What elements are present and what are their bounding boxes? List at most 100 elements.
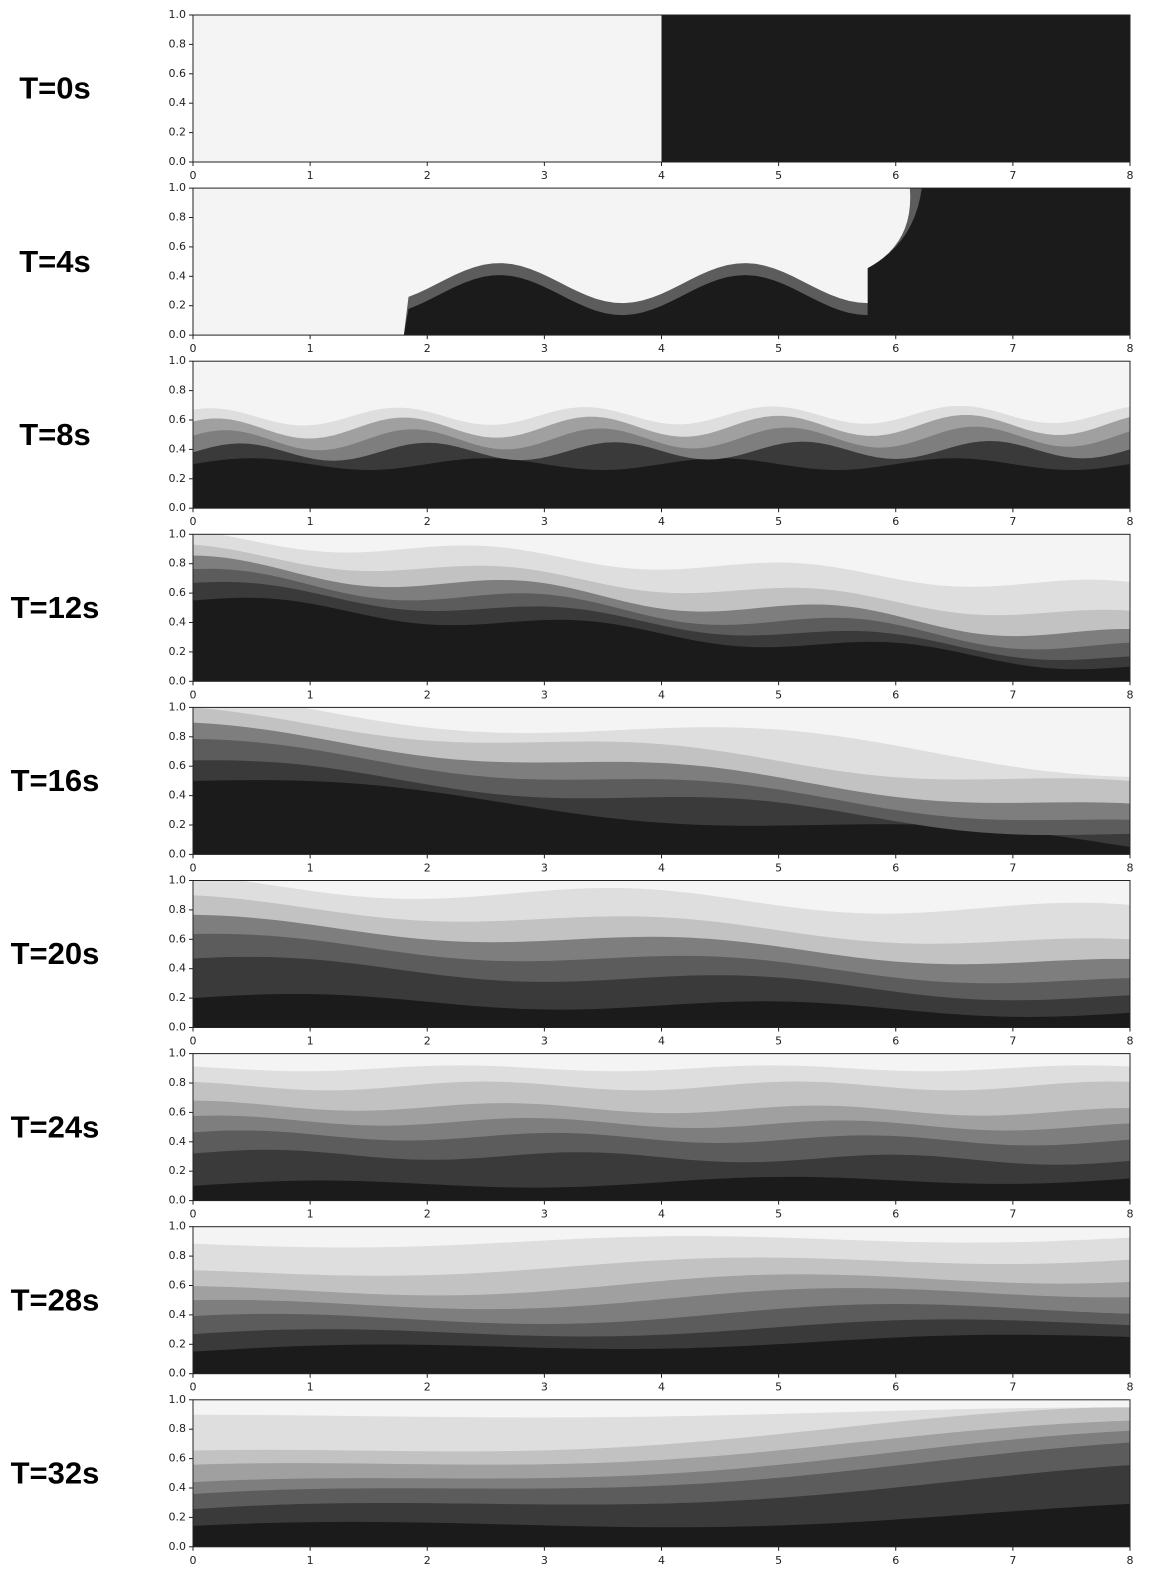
x-tick-label: 3 bbox=[541, 1381, 548, 1394]
x-tick-label: 0 bbox=[190, 1554, 197, 1567]
y-tick-label: 0.0 bbox=[169, 847, 187, 860]
y-tick-label: 1.0 bbox=[169, 8, 187, 21]
contour-field bbox=[193, 1399, 1130, 1547]
x-tick-label: 4 bbox=[658, 342, 665, 355]
x-tick-label: 0 bbox=[190, 1208, 197, 1221]
panel-title: T=8s bbox=[19, 417, 91, 452]
x-tick-label: 1 bbox=[307, 1554, 314, 1567]
x-tick-label: 0 bbox=[190, 861, 197, 874]
x-tick-label: 2 bbox=[424, 688, 431, 701]
x-tick-label: 5 bbox=[775, 1554, 782, 1567]
panel: T=28s 0.0 0.2 0.4 0.6 0.8 1.0 0 1 2 3 4 5 6 7 8 bbox=[11, 1220, 1134, 1394]
y-tick-label: 0.4 bbox=[169, 269, 187, 282]
x-tick-label: 6 bbox=[892, 1381, 899, 1394]
panel: T=8s 0.0 0.2 0.4 0.6 0.8 1.0 0 1 2 3 4 5 6 7 8 bbox=[19, 354, 1133, 528]
y-tick-label: 0.8 bbox=[169, 903, 187, 916]
x-tick-label: 6 bbox=[892, 169, 899, 182]
y-tick-label: 1.0 bbox=[169, 181, 187, 194]
x-tick-label: 2 bbox=[424, 1381, 431, 1394]
y-tick-label: 0.6 bbox=[169, 240, 187, 253]
x-tick-label: 0 bbox=[190, 515, 197, 528]
contour-field bbox=[193, 880, 1130, 1028]
y-tick-label: 0.2 bbox=[169, 1337, 187, 1350]
x-tick-label: 5 bbox=[775, 1208, 782, 1221]
contour-field bbox=[193, 707, 1130, 855]
x-tick-label: 3 bbox=[541, 688, 548, 701]
y-tick-label: 0.8 bbox=[169, 1422, 187, 1435]
y-tick-label: 1.0 bbox=[169, 874, 187, 887]
x-tick-label: 8 bbox=[1127, 688, 1134, 701]
y-tick-label: 0.6 bbox=[169, 67, 187, 80]
y-tick-label: 0.4 bbox=[169, 616, 187, 629]
x-tick-label: 4 bbox=[658, 688, 665, 701]
panel-title: T=4s bbox=[19, 244, 91, 279]
y-tick-label: 0.2 bbox=[169, 1510, 187, 1523]
x-tick-label: 8 bbox=[1127, 1035, 1134, 1048]
y-tick-label: 0.4 bbox=[169, 442, 187, 455]
field-band bbox=[193, 1226, 1130, 1248]
contour-field bbox=[193, 361, 1130, 509]
x-tick-label: 7 bbox=[1009, 861, 1016, 874]
y-tick-label: 1.0 bbox=[169, 1393, 187, 1406]
y-tick-label: 0.6 bbox=[169, 932, 187, 945]
x-tick-label: 1 bbox=[307, 1381, 314, 1394]
x-tick-label: 4 bbox=[658, 1035, 665, 1048]
panel-title: T=0s bbox=[19, 71, 91, 106]
x-tick-label: 4 bbox=[658, 1554, 665, 1567]
x-tick-label: 5 bbox=[775, 1035, 782, 1048]
y-tick-label: 0.4 bbox=[169, 1135, 187, 1148]
y-tick-label: 0.6 bbox=[169, 586, 187, 599]
panel-title: T=28s bbox=[11, 1282, 100, 1317]
y-tick-label: 0.0 bbox=[169, 1021, 187, 1034]
panel-title: T=16s bbox=[11, 763, 100, 798]
x-tick-label: 6 bbox=[892, 1554, 899, 1567]
contour-field bbox=[193, 1226, 1130, 1374]
y-tick-label: 0.6 bbox=[169, 1452, 187, 1465]
x-tick-label: 2 bbox=[424, 1208, 431, 1221]
field-light bbox=[193, 15, 662, 162]
x-tick-label: 1 bbox=[307, 688, 314, 701]
panel: T=12s 0.0 0.2 0.4 0.6 0.8 1.0 0 1 2 3 4 5 6 7 8 bbox=[11, 527, 1134, 701]
x-tick-label: 1 bbox=[307, 169, 314, 182]
x-tick-label: 7 bbox=[1009, 342, 1016, 355]
x-tick-label: 7 bbox=[1009, 1208, 1016, 1221]
y-tick-label: 0.0 bbox=[169, 674, 187, 687]
x-tick-label: 5 bbox=[775, 1381, 782, 1394]
x-tick-label: 6 bbox=[892, 515, 899, 528]
y-tick-label: 0.2 bbox=[169, 1164, 187, 1177]
field-band bbox=[193, 361, 1130, 426]
x-tick-label: 1 bbox=[307, 342, 314, 355]
y-tick-label: 0.6 bbox=[169, 759, 187, 772]
x-tick-label: 3 bbox=[541, 861, 548, 874]
panel-title: T=20s bbox=[11, 936, 100, 971]
contour-field bbox=[193, 188, 1130, 336]
x-tick-label: 3 bbox=[541, 169, 548, 182]
y-tick-label: 0.8 bbox=[169, 384, 187, 397]
x-tick-label: 4 bbox=[658, 1381, 665, 1394]
y-tick-label: 0.4 bbox=[169, 962, 187, 975]
x-tick-label: 7 bbox=[1009, 1035, 1016, 1048]
panel: T=0s 0.0 0.2 0.4 0.6 0.8 1.0 0 1 2 3 4 5 6 7 8 bbox=[19, 8, 1133, 182]
y-tick-label: 0.6 bbox=[169, 1279, 187, 1292]
x-tick-label: 8 bbox=[1127, 1381, 1134, 1394]
panel: T=16s 0.0 0.2 0.4 0.6 0.8 1.0 0 1 2 3 4 5 6 7 8 bbox=[11, 700, 1134, 874]
x-tick-label: 6 bbox=[892, 861, 899, 874]
field-band bbox=[193, 188, 911, 336]
x-tick-label: 7 bbox=[1009, 169, 1016, 182]
y-tick-label: 1.0 bbox=[169, 1220, 187, 1233]
y-tick-label: 1.0 bbox=[169, 700, 187, 713]
y-tick-label: 0.0 bbox=[169, 155, 187, 168]
y-tick-label: 0.2 bbox=[169, 818, 187, 831]
y-tick-label: 1.0 bbox=[169, 527, 187, 540]
x-tick-label: 6 bbox=[892, 1035, 899, 1048]
x-tick-label: 0 bbox=[190, 342, 197, 355]
x-tick-label: 8 bbox=[1127, 515, 1134, 528]
panel-title: T=12s bbox=[11, 590, 100, 625]
x-tick-label: 6 bbox=[892, 688, 899, 701]
x-tick-label: 2 bbox=[424, 169, 431, 182]
contour-field bbox=[193, 15, 1130, 162]
x-tick-label: 5 bbox=[775, 342, 782, 355]
y-tick-label: 0.2 bbox=[169, 472, 187, 485]
x-tick-label: 2 bbox=[424, 515, 431, 528]
